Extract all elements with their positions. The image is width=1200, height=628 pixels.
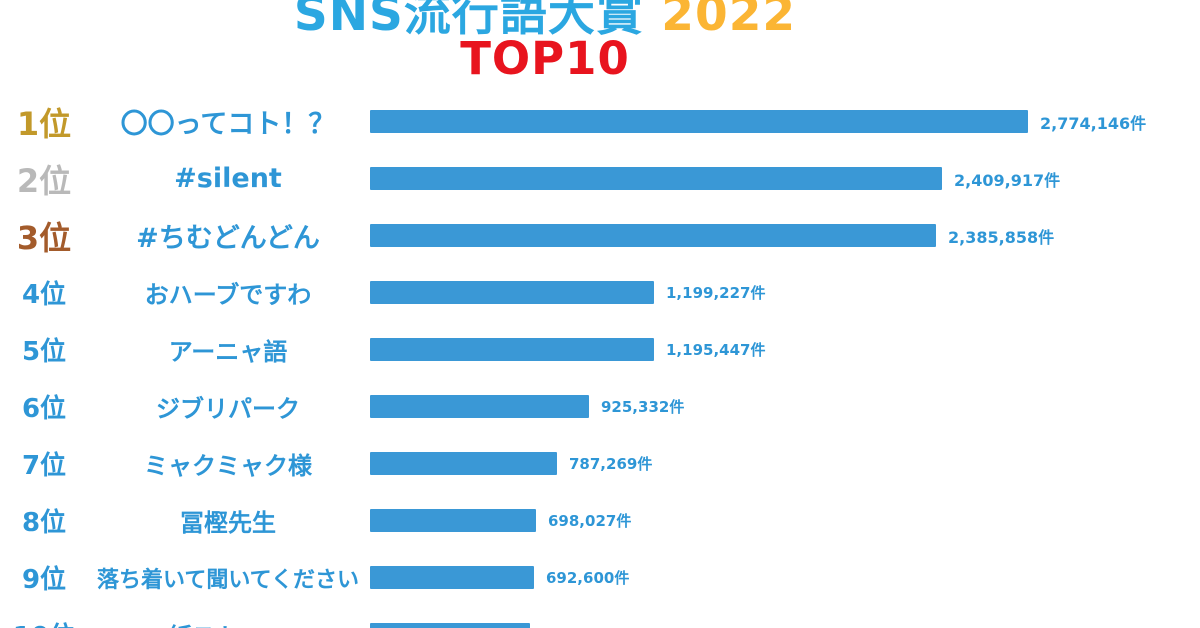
bar — [370, 338, 654, 361]
ranking-row-2: 2位 #silent 2,409,917件 — [0, 150, 1200, 207]
bar — [370, 509, 536, 532]
bar-group: 787,269件 — [370, 452, 652, 475]
title-line-1: SNS流行語大賞 2022 — [0, 0, 1090, 39]
rank-label: 4位 — [21, 280, 67, 310]
bar — [370, 395, 589, 418]
ranking-list: 1位 〇〇ってコト！？ 2,774,146件 2位 #silent 2,409,… — [0, 93, 1200, 628]
buzzword-label: おハーブですわ — [144, 281, 312, 309]
value-label: 2,409,917件 — [954, 170, 1061, 190]
bar-group — [370, 623, 542, 628]
rank-label: 3位 — [16, 218, 72, 257]
buzzword-label: 〇〇ってコト！？ — [120, 109, 336, 140]
value-label: 2,385,858件 — [948, 227, 1055, 247]
buzzword-label: 落ち着いて聞いてください — [96, 567, 360, 593]
title-main-text: SNS流行語大賞 — [293, 0, 644, 42]
ranking-row-4: 4位 おハーブですわ 1,199,227件 — [0, 264, 1200, 321]
value-label: 925,332件 — [601, 398, 685, 416]
value-label: 1,199,227件 — [666, 284, 766, 302]
rank-label: 8位 — [21, 508, 67, 538]
ranking-row-7: 7位 ミャクミャク様 787,269件 — [0, 435, 1200, 492]
value-label: 2,774,146件 — [1040, 113, 1147, 133]
ranking-row-5: 5位 アーニャ語 1,195,447件 — [0, 321, 1200, 378]
ranking-row-8: 8位 冨樫先生 698,027件 — [0, 492, 1200, 549]
rank-label: 5位 — [21, 337, 67, 367]
buzzword-label: ジブリパーク — [156, 395, 300, 423]
bar-group: 1,195,447件 — [370, 338, 765, 361]
ranking-row-6: 6位 ジブリパーク 925,332件 — [0, 378, 1200, 435]
rank-label: 2位 — [16, 161, 72, 200]
bar-group: 1,199,227件 — [370, 281, 765, 304]
value-label: 698,027件 — [548, 512, 632, 530]
bar — [370, 566, 534, 589]
buzzword-label: 冨樫先生 — [180, 509, 276, 537]
rank-label: 1位 — [16, 104, 72, 143]
bar-group: 2,409,917件 — [370, 167, 1060, 191]
bar-group: 698,027件 — [370, 509, 631, 532]
bar — [370, 452, 557, 475]
value-label: 1,195,447件 — [666, 341, 766, 359]
rank-label: 7位 — [21, 451, 67, 481]
buzzword-label: ミャクミャク様 — [144, 452, 312, 480]
buzzword-label: アーニャ語 — [168, 338, 288, 366]
page-title: SNS流行語大賞 2022 TOP10 — [0, 0, 1090, 83]
value-label: 787,269件 — [569, 455, 653, 473]
bar — [370, 224, 936, 247]
bar-group: 692,600件 — [370, 566, 629, 589]
ranking-row-3: 3位 #ちむどんどん 2,385,858件 — [0, 207, 1200, 264]
ranking-row-1: 1位 〇〇ってコト！？ 2,774,146件 — [0, 93, 1200, 150]
ranking-row-9: 9位 落ち着いて聞いてください 692,600件 — [0, 549, 1200, 606]
bar — [370, 281, 654, 304]
ranking-row-10: 10位 紙ストロー — [0, 606, 1200, 628]
bar — [370, 167, 942, 190]
bar-group: 2,385,858件 — [370, 224, 1054, 248]
buzzword-label: 紙ストロー — [88, 617, 368, 628]
rank-label: 6位 — [21, 394, 67, 424]
buzzword-label: #silent — [174, 163, 282, 194]
title-year-text: 2022 — [661, 0, 797, 42]
value-label: 692,600件 — [546, 569, 630, 587]
bar-group: 2,774,146件 — [370, 110, 1146, 134]
rank-label: 10位 — [0, 616, 88, 628]
rank-label: 9位 — [21, 565, 67, 595]
bar — [370, 623, 530, 628]
buzzword-label: #ちむどんどん — [136, 223, 320, 254]
title-top10-text: TOP10 — [460, 32, 630, 86]
bar — [370, 110, 1028, 133]
bar-group: 925,332件 — [370, 395, 684, 418]
title-space — [644, 0, 661, 42]
